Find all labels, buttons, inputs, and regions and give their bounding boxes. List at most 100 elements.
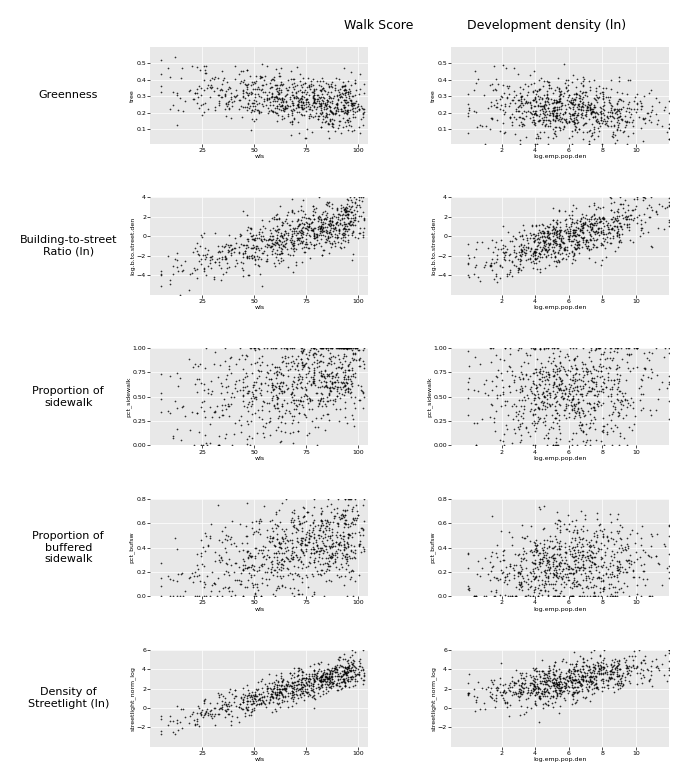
Point: [585, 670, 596, 682]
Point: [612, 210, 623, 223]
Point: [576, 419, 587, 431]
Point: [303, 352, 313, 365]
Point: [593, 117, 604, 129]
Point: [206, 566, 217, 578]
Point: [322, 211, 333, 223]
Point: [316, 102, 327, 114]
Point: [576, 418, 587, 430]
Point: [347, 654, 358, 667]
Point: [554, 113, 565, 125]
Point: [607, 211, 618, 223]
Point: [540, 95, 551, 107]
Point: [548, 558, 559, 570]
Point: [340, 518, 351, 531]
Point: [574, 95, 585, 107]
Point: [352, 509, 363, 521]
Point: [260, 233, 271, 246]
Point: [542, 590, 553, 602]
Point: [262, 682, 273, 695]
Point: [308, 675, 319, 688]
Point: [557, 107, 568, 120]
Point: [572, 228, 583, 240]
Point: [303, 560, 313, 573]
Point: [274, 103, 285, 115]
Point: [542, 432, 553, 444]
Point: [593, 92, 604, 104]
Point: [359, 545, 370, 557]
Point: [320, 97, 331, 110]
Point: [326, 117, 337, 129]
Point: [548, 247, 559, 259]
Point: [519, 675, 530, 687]
Point: [277, 398, 288, 410]
Point: [318, 673, 329, 685]
Point: [566, 98, 577, 110]
Point: [559, 391, 570, 404]
Point: [220, 699, 231, 712]
Point: [544, 662, 555, 675]
Point: [342, 212, 353, 224]
Point: [177, 703, 188, 715]
Point: [324, 384, 335, 396]
Point: [594, 650, 605, 662]
Point: [350, 83, 361, 96]
Point: [639, 671, 650, 684]
Point: [357, 522, 367, 534]
Point: [559, 120, 570, 132]
Point: [540, 243, 551, 255]
Point: [589, 100, 600, 113]
Point: [167, 260, 178, 272]
Point: [296, 525, 307, 538]
Point: [202, 260, 213, 272]
Point: [526, 100, 537, 113]
Point: [545, 357, 556, 370]
Point: [339, 226, 350, 239]
Point: [488, 60, 499, 72]
Point: [587, 359, 598, 372]
Point: [351, 105, 362, 117]
Point: [267, 230, 278, 242]
Point: [314, 551, 325, 563]
Point: [320, 519, 331, 531]
Point: [239, 381, 250, 394]
Point: [570, 381, 581, 394]
Point: [248, 233, 259, 246]
Point: [214, 84, 225, 96]
Point: [277, 351, 288, 363]
Point: [232, 711, 243, 724]
Point: [510, 370, 520, 382]
Point: [244, 250, 255, 262]
Point: [316, 515, 327, 527]
Point: [547, 214, 558, 226]
Point: [548, 86, 559, 99]
Point: [573, 235, 584, 247]
Point: [277, 570, 288, 583]
Point: [568, 381, 579, 394]
Point: [289, 90, 300, 103]
Point: [271, 561, 282, 573]
Point: [569, 241, 580, 254]
Point: [217, 699, 227, 711]
Point: [326, 118, 337, 131]
Point: [271, 678, 282, 691]
Point: [336, 670, 347, 682]
Point: [587, 381, 598, 394]
Point: [566, 97, 576, 110]
Point: [540, 682, 550, 695]
Point: [533, 581, 544, 594]
Point: [296, 217, 307, 230]
Point: [344, 191, 355, 204]
Point: [609, 120, 619, 132]
Point: [295, 79, 306, 91]
Point: [578, 520, 589, 532]
Point: [296, 543, 307, 555]
Point: [563, 407, 574, 419]
Point: [270, 401, 281, 414]
Point: [664, 529, 675, 541]
Point: [599, 219, 610, 232]
Point: [237, 349, 248, 361]
Point: [275, 363, 285, 375]
Point: [322, 98, 333, 110]
Point: [290, 688, 301, 700]
Point: [309, 556, 320, 569]
